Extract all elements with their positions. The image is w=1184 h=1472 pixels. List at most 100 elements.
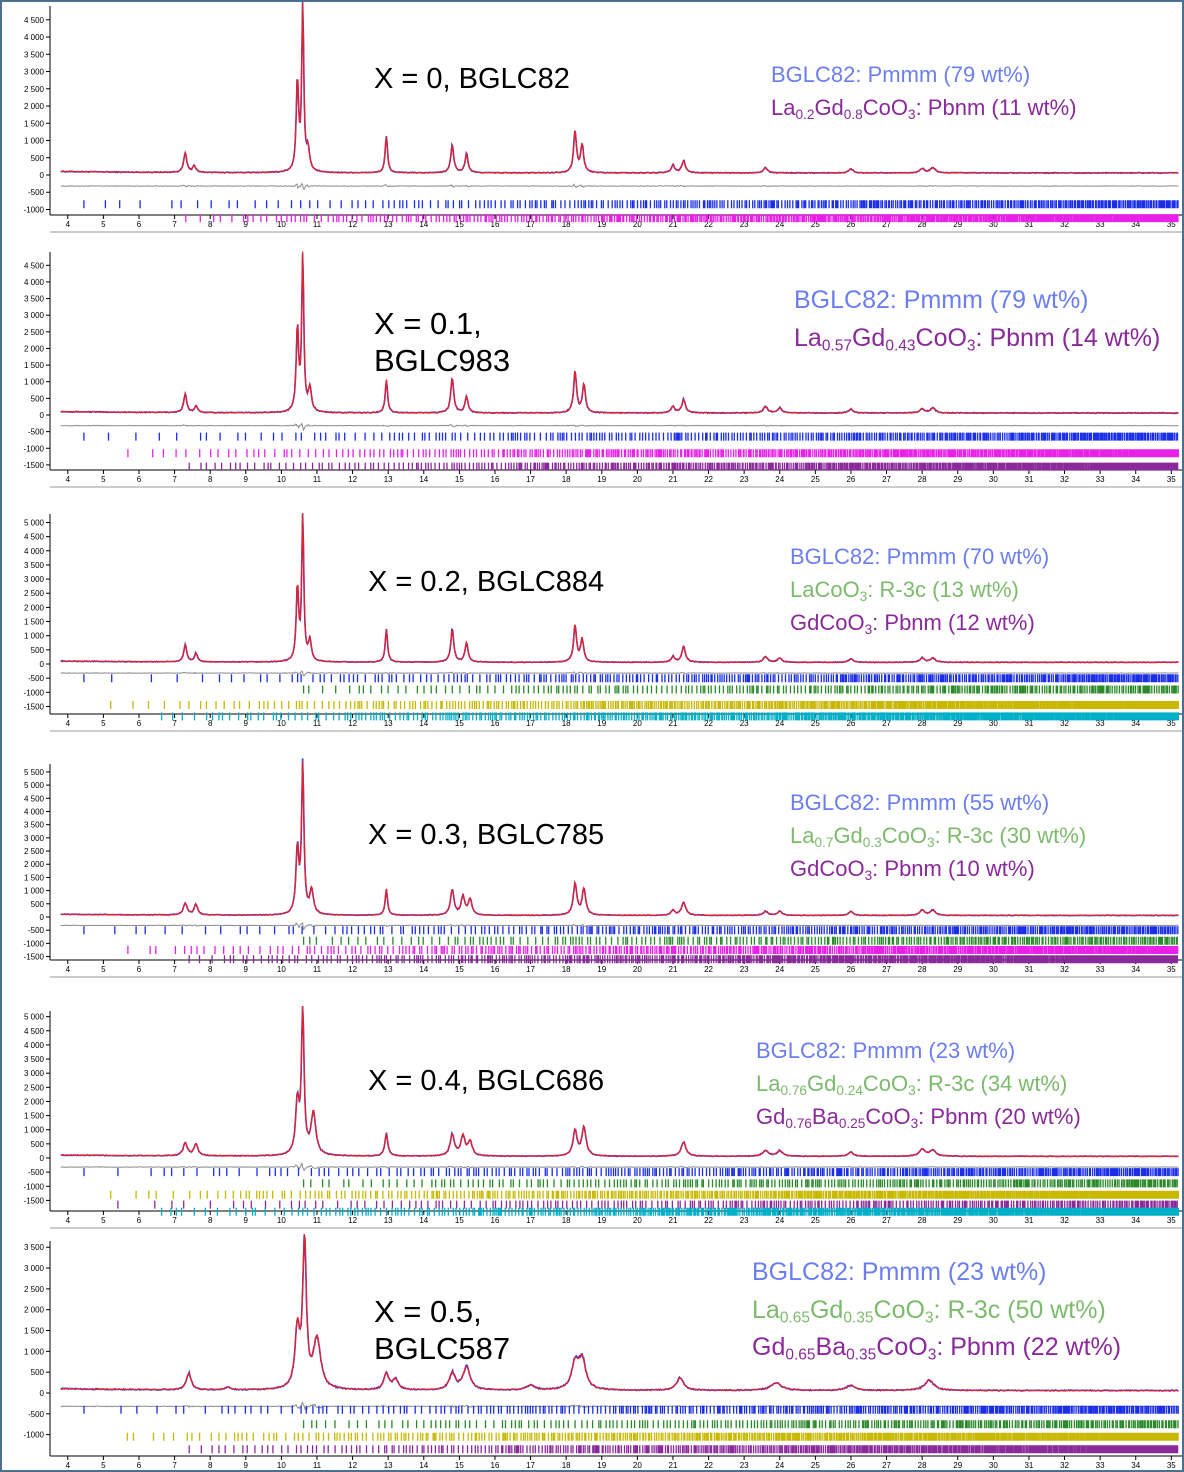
legend-entry: BGLC82: Pmmm (70 wt%) xyxy=(790,540,1049,573)
formula-element: La xyxy=(771,95,796,120)
y-tick-label: 500 xyxy=(31,900,45,909)
y-tick-label: 500 xyxy=(31,1368,45,1377)
legend-entry: LaCoO3: R-3c (13 wt%) xyxy=(790,573,1049,606)
phase-legend: BGLC82: Pmmm (79 wt%) La0.2Gd0.8CoO3: Pbn… xyxy=(771,58,1077,124)
x-tick-label: 5 xyxy=(101,1461,106,1470)
formula-element: Ba xyxy=(811,1104,839,1129)
formula-element: La xyxy=(794,323,822,352)
reflection-ticks xyxy=(117,1200,1178,1209)
x-tick-label: 8 xyxy=(208,220,213,229)
legend-space-group: : R-3c (34 wt%) xyxy=(915,1071,1068,1096)
difference-curve xyxy=(60,182,1179,191)
x-tick-label: 26 xyxy=(846,1461,855,1470)
x-tick-label: 20 xyxy=(633,1216,642,1225)
y-tick-label: 1 500 xyxy=(24,119,45,128)
y-tick-label: 3 000 xyxy=(24,575,45,584)
reflection-ticks xyxy=(83,674,1179,683)
legend-space-group: : Pbnm (11 wt%) xyxy=(915,95,1077,120)
x-tick-label: 14 xyxy=(419,475,428,484)
x-tick-label: 26 xyxy=(846,719,855,728)
y-tick-label: 4 500 xyxy=(24,794,45,803)
x-tick-label: 8 xyxy=(208,719,213,728)
reflection-ticks xyxy=(188,955,1179,964)
reflection-ticks xyxy=(160,1207,1180,1216)
x-tick-label: 14 xyxy=(419,1216,428,1225)
x-tick-label: 11 xyxy=(313,220,322,229)
calculated-pattern xyxy=(60,1005,1179,1157)
y-tick-label: 3 500 xyxy=(24,295,45,304)
y-tick-label: 4 500 xyxy=(24,261,45,270)
reflection-ticks xyxy=(127,449,1179,458)
y-tick-label: 2 500 xyxy=(24,328,45,337)
y-tick-label: -500 xyxy=(28,1410,45,1419)
x-tick-label: 4 xyxy=(66,1216,71,1225)
y-tick-label: -500 xyxy=(28,1168,45,1177)
x-tick-label: 23 xyxy=(740,719,749,728)
formula-subscript: 0.24 xyxy=(836,1082,863,1098)
x-tick-label: 29 xyxy=(953,1461,962,1470)
y-tick-label: 0 xyxy=(40,1389,45,1398)
formula-subscript: 3 xyxy=(908,106,916,122)
x-tick-label: 5 xyxy=(101,965,106,974)
x-tick-label: 13 xyxy=(384,1461,393,1470)
calculated-pattern xyxy=(60,1233,1179,1392)
x-tick-label: 16 xyxy=(491,1461,500,1470)
x-tick-label: 16 xyxy=(491,719,500,728)
x-tick-label: 31 xyxy=(1024,719,1033,728)
y-tick-label: 0 xyxy=(40,913,45,922)
x-tick-label: 6 xyxy=(137,220,142,229)
x-tick-label: 21 xyxy=(669,475,678,484)
y-tick-label: -500 xyxy=(28,428,45,437)
x-tick-label: 33 xyxy=(1096,1461,1105,1470)
x-tick-label: 30 xyxy=(989,1461,998,1470)
x-tick-label: 7 xyxy=(172,220,177,229)
formula-subscript: 3 xyxy=(927,834,935,850)
x-tick-label: 22 xyxy=(704,220,713,229)
x-tick-label: 22 xyxy=(704,1461,713,1470)
x-tick-label: 5 xyxy=(101,1216,106,1225)
x-tick-label: 20 xyxy=(633,475,642,484)
calculated-pattern xyxy=(60,513,1179,663)
y-tick-label: 4 000 xyxy=(24,807,45,816)
x-tick-label: 13 xyxy=(384,220,393,229)
x-tick-label: 19 xyxy=(597,1216,606,1225)
formula-element: LaCoO xyxy=(790,577,860,602)
formula-element: Gd xyxy=(833,823,863,848)
x-tick-label: 33 xyxy=(1096,220,1105,229)
x-tick-label: 9 xyxy=(244,475,249,484)
legend-space-group: : Pmmm (79 wt%) xyxy=(889,286,1089,314)
reflection-ticks xyxy=(83,432,1179,441)
difference-curve xyxy=(60,670,1179,677)
y-tick-label: -1000 xyxy=(24,1182,45,1191)
reflection-ticks xyxy=(188,462,1179,471)
x-tick-label: 10 xyxy=(277,220,286,229)
formula-subscript: 3 xyxy=(966,336,976,354)
x-tick-label: 15 xyxy=(455,965,464,974)
formula-element: CoO xyxy=(873,1295,925,1324)
formula-element: Gd xyxy=(809,1295,844,1324)
y-tick-label: 0 xyxy=(40,411,45,420)
x-tick-label: 10 xyxy=(277,965,286,974)
x-tick-label: 25 xyxy=(811,719,820,728)
formula-element: Gd xyxy=(851,323,886,352)
x-tick-label: 35 xyxy=(1167,220,1176,229)
x-tick-label: 21 xyxy=(669,1216,678,1225)
legend-entry: BGLC82: Pmmm (23 wt%) xyxy=(756,1034,1081,1067)
x-tick-label: 25 xyxy=(811,1461,820,1470)
y-tick-label: 4 500 xyxy=(24,16,45,25)
x-tick-label: 16 xyxy=(491,220,500,229)
x-tick-label: 26 xyxy=(846,475,855,484)
legend-space-group: : R-3c (30 wt%) xyxy=(934,823,1087,848)
x-tick-label: 13 xyxy=(384,475,393,484)
y-tick-label: -1000 xyxy=(24,205,45,214)
x-tick-label: 35 xyxy=(1167,475,1176,484)
x-tick-label: 27 xyxy=(882,220,891,229)
legend-phase-name: BGLC82 xyxy=(794,286,890,314)
y-tick-label: 1 000 xyxy=(24,1126,45,1135)
x-tick-label: 11 xyxy=(313,1461,322,1470)
x-tick-label: 17 xyxy=(526,220,535,229)
legend-phase-name: BGLC82 xyxy=(756,1038,841,1063)
x-tick-label: 7 xyxy=(172,1216,177,1225)
x-tick-label: 34 xyxy=(1131,475,1140,484)
x-tick-label: 31 xyxy=(1024,220,1033,229)
